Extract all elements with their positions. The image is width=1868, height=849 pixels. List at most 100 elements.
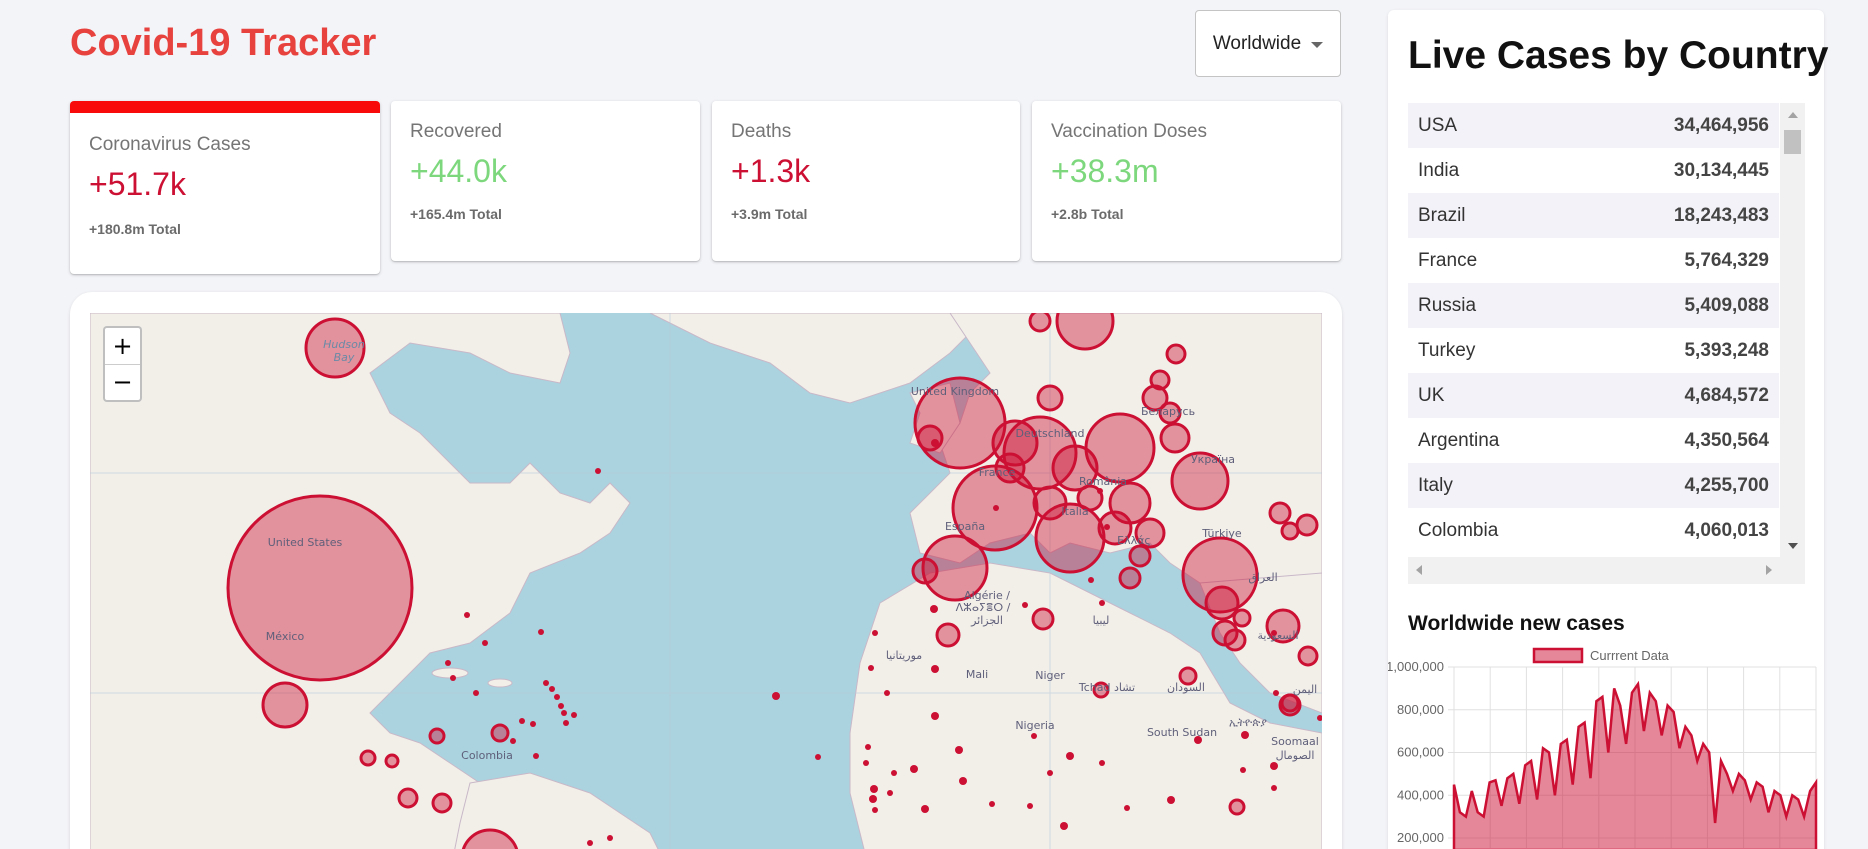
map-label: México	[266, 630, 305, 643]
live-cases-title: Live Cases by Country	[1408, 34, 1829, 77]
country-cases: 4,060,013	[1684, 519, 1769, 541]
cases-card-total: +180.8m Total	[89, 221, 181, 237]
table-row: Russia 5,409,088	[1408, 283, 1779, 328]
country-cases: 34,464,956	[1673, 114, 1769, 136]
map-label: Türkiye	[1201, 527, 1242, 540]
table-row: Brazil 18,243,483	[1408, 193, 1779, 238]
map-label: Hudson	[323, 338, 365, 351]
live-cases-table[interactable]: USA 34,464,956 India 30,134,445 Brazil 18,243…	[1408, 103, 1805, 584]
country-name: Russia	[1418, 294, 1477, 316]
chart-y-tick-label: 600,000	[1397, 745, 1444, 760]
map-label: United Kingdom	[911, 385, 999, 398]
world-map[interactable]: Hudson Bay United Kingdom Беларусь Deuts…	[90, 313, 1322, 849]
country-name: India	[1418, 159, 1460, 181]
scroll-down-icon[interactable]	[1788, 543, 1798, 549]
map-label: Bay	[334, 351, 355, 364]
country-select[interactable]: Worldwide	[1195, 10, 1341, 77]
table-row: India 30,134,445	[1408, 148, 1779, 193]
map-label: Colombia	[461, 749, 513, 762]
horizontal-scrollbar[interactable]	[1408, 557, 1805, 584]
bubble-sweden	[1055, 313, 1115, 351]
app-title: Covid-19 Tracker	[70, 22, 377, 64]
worldwide-cases-chart: 1,000,000 800,000 600,000 400,000 200,000 Cu…	[1388, 647, 1818, 849]
map-label: الصومال	[1276, 749, 1315, 762]
deaths-card[interactable]: Deaths +1.3k +3.9m Total	[712, 101, 1020, 261]
scroll-left-icon[interactable]	[1416, 565, 1422, 575]
vaccination-card-title: Vaccination Doses	[1051, 121, 1207, 142]
bubble-colombia	[461, 828, 519, 849]
cases-card-title: Coronavirus Cases	[89, 134, 251, 155]
bubble-ukraine	[1170, 451, 1230, 511]
table-row: UK 4,684,572	[1408, 373, 1779, 418]
chart-y-tick-label: 200,000	[1397, 830, 1444, 845]
map-label: Tchad تشاد	[1078, 681, 1135, 694]
vaccination-card-total: +2.8b Total	[1051, 206, 1124, 222]
legend-swatch	[1532, 647, 1584, 664]
recovered-card[interactable]: Recovered +44.0k +165.4m Total	[391, 101, 700, 261]
country-name: France	[1418, 249, 1478, 271]
cases-card-value: +51.7k	[89, 166, 186, 202]
bubble-spain	[921, 534, 989, 602]
country-name: Italy	[1418, 474, 1453, 496]
map-label: Soomaal	[1271, 735, 1319, 748]
legend-label: Currrent Data	[1590, 648, 1670, 663]
land-south-america	[454, 772, 659, 849]
scroll-right-icon[interactable]	[1766, 565, 1772, 575]
scroll-up-icon[interactable]	[1788, 112, 1798, 118]
map-label: Mali	[966, 668, 988, 681]
zoom-out-button[interactable]: −	[105, 363, 140, 401]
country-select-value: Worldwide	[1212, 32, 1302, 54]
scrollbar-thumb[interactable]	[1784, 130, 1801, 154]
small-dots	[445, 439, 1322, 846]
chevron-down-icon	[1311, 41, 1324, 48]
chart-y-tick-label: 1,000,000	[1388, 659, 1444, 674]
map-label: Algérie /	[964, 589, 1010, 602]
chart-y-tick-label: 400,000	[1397, 787, 1444, 802]
map-label: Nigeria	[1015, 719, 1054, 732]
map-label: Italia	[1061, 505, 1088, 518]
country-cases: 4,255,700	[1684, 474, 1769, 496]
table-row: France 5,764,329	[1408, 238, 1779, 283]
map-label: Ελλάς	[1117, 534, 1151, 547]
map-zoom-control: + −	[103, 326, 142, 402]
recovered-card-total: +165.4m Total	[410, 206, 502, 222]
map-canvas: Hudson Bay United Kingdom Беларусь Deuts…	[90, 313, 1322, 849]
deaths-card-title: Deaths	[731, 121, 792, 142]
country-name: UK	[1418, 384, 1445, 406]
map-label: الجزائر	[970, 614, 1003, 627]
cases-card[interactable]: Coronavirus Cases +51.7k +180.8m Total	[70, 101, 380, 274]
table-row: Colombia 4,060,013	[1408, 508, 1779, 553]
map-label: România	[1079, 475, 1127, 488]
chart-series-area	[1452, 680, 1818, 849]
country-cases: 5,409,088	[1684, 294, 1769, 316]
map-label: United States	[268, 536, 343, 549]
bubble-mexico	[261, 681, 309, 729]
deaths-card-value: +1.3k	[731, 153, 811, 189]
table-row: Turkey 5,393,248	[1408, 328, 1779, 373]
map-label: Deutschland	[1015, 427, 1084, 440]
chart-title: Worldwide new cases	[1408, 612, 1625, 635]
map-label: Беларусь	[1141, 405, 1195, 418]
vaccination-card-value: +38.3m	[1051, 153, 1159, 189]
deaths-card-total: +3.9m Total	[731, 206, 808, 222]
country-cases: 4,684,572	[1684, 384, 1769, 406]
table-row: Argentina 4,350,564	[1408, 418, 1779, 463]
live-cases-rows: USA 34,464,956 India 30,134,445 Brazil 18,243…	[1408, 103, 1805, 553]
map-label: موريتانيا	[886, 649, 922, 662]
map-label: España	[945, 520, 985, 533]
zoom-in-button[interactable]: +	[112, 331, 133, 360]
bubble-canada	[304, 317, 366, 379]
case-bubbles	[226, 313, 1319, 849]
chart-y-ticks: 1,000,000 800,000 600,000 400,000 200,000	[1388, 659, 1444, 845]
map-labels: Hudson Bay United Kingdom Беларусь Deuts…	[266, 338, 1319, 762]
map-label: South Sudan	[1147, 726, 1217, 739]
vaccination-card[interactable]: Vaccination Doses +38.3m +2.8b Total	[1032, 101, 1341, 261]
map-label: Україна	[1191, 453, 1235, 466]
vertical-scrollbar[interactable]	[1780, 103, 1805, 557]
country-cases: 30,134,445	[1673, 159, 1769, 181]
country-name: USA	[1418, 114, 1458, 136]
map-label: France	[979, 466, 1016, 479]
country-cases: 18,243,483	[1673, 204, 1769, 226]
map-label: اليمن	[1293, 683, 1317, 696]
chart-y-tick-label: 800,000	[1397, 702, 1444, 717]
